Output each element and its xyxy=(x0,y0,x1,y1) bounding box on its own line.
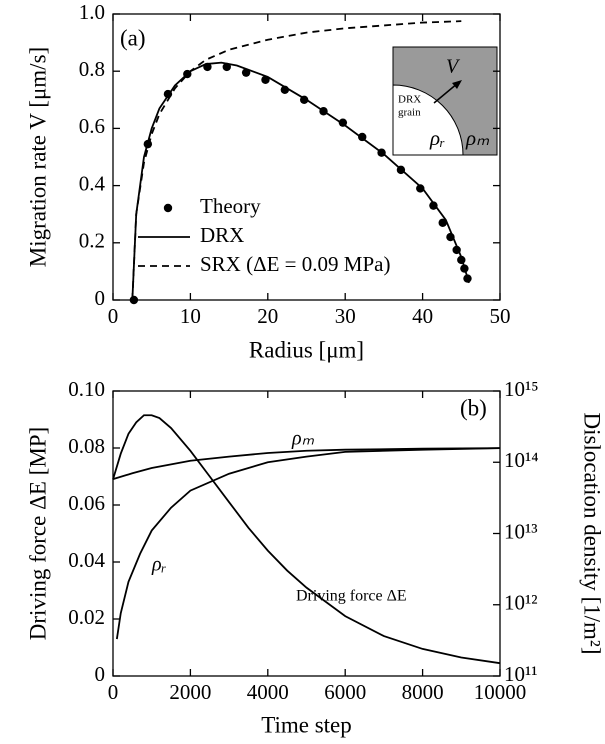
data-line xyxy=(131,61,470,301)
annotation: ρₘ xyxy=(465,126,490,150)
y2-tick-label: 10¹¹ xyxy=(504,662,538,686)
x-axis-label: Radius [μm] xyxy=(249,337,364,362)
x-axis-label: Time step xyxy=(261,712,352,737)
panel-label: (a) xyxy=(120,25,146,50)
data-point xyxy=(129,295,139,305)
data-line xyxy=(112,414,501,665)
y2-tick-label: 10¹⁴ xyxy=(504,448,539,472)
y-tick-label: 0 xyxy=(95,286,106,310)
annotation: grain xyxy=(398,107,421,119)
y-tick-label: 0.06 xyxy=(68,491,105,515)
x-tick-label: 6000 xyxy=(324,680,366,704)
x-tick-label: 4000 xyxy=(247,680,289,704)
y2-tick-label: 10¹² xyxy=(504,591,538,615)
y-tick-label: 0.10 xyxy=(68,377,105,401)
x-tick-label: 2000 xyxy=(169,680,211,704)
data-point xyxy=(438,218,447,227)
y-axis-label: Driving force ΔE [MP] xyxy=(25,427,50,640)
data-line xyxy=(115,447,501,640)
x-tick-label: 0 xyxy=(108,304,119,328)
y2-tick-label: 10¹³ xyxy=(504,519,538,543)
y2-axis-label: Dislocation density [1/m²] xyxy=(580,413,605,655)
annotation: Driving force ΔE xyxy=(296,588,407,605)
x-tick-label: 20 xyxy=(257,304,278,328)
legend-label: Theory xyxy=(200,194,261,218)
annotation: ρₘ xyxy=(291,428,315,450)
data-line xyxy=(131,20,462,301)
inset-arrowhead xyxy=(452,80,462,89)
x-tick-label: 30 xyxy=(335,304,356,328)
y-tick-label: 0.02 xyxy=(68,605,105,629)
annotation: DRX xyxy=(398,94,421,106)
legend-label: DRX xyxy=(200,223,244,247)
y-tick-label: 0.04 xyxy=(68,548,105,572)
y-tick-label: 0 xyxy=(95,662,106,686)
annotation: ρᵣ xyxy=(151,554,167,576)
y-tick-label: 1.0 xyxy=(79,0,105,24)
y-tick-label: 0.2 xyxy=(79,229,105,253)
legend-label: SRX (ΔE = 0.09 MPa) xyxy=(200,252,390,276)
x-tick-label: 50 xyxy=(490,304,511,328)
x-tick-label: 0 xyxy=(108,680,119,704)
annotation: ρᵣ xyxy=(429,126,445,150)
y-tick-label: 0.4 xyxy=(79,171,106,195)
y2-tick-label: 10¹⁵ xyxy=(504,377,539,401)
data-point xyxy=(416,184,425,193)
data-line xyxy=(112,447,501,480)
panel-label: (b) xyxy=(460,395,487,420)
annotation: V xyxy=(446,56,461,78)
plot-frame xyxy=(112,13,501,301)
x-tick-label: 8000 xyxy=(402,680,444,704)
y-tick-label: 0.8 xyxy=(79,57,105,81)
x-tick-label: 10 xyxy=(180,304,201,328)
inset-grain xyxy=(392,84,464,156)
y-tick-label: 0.6 xyxy=(79,114,105,138)
legend-marker xyxy=(163,203,173,213)
inset-arrow xyxy=(433,82,459,104)
x-tick-label: 40 xyxy=(412,304,433,328)
y-axis-label: Migration rate V [μm/s] xyxy=(25,47,50,267)
data-point xyxy=(429,201,438,210)
y-tick-label: 0.08 xyxy=(68,434,105,458)
x-tick-label: 10000 xyxy=(474,680,527,704)
